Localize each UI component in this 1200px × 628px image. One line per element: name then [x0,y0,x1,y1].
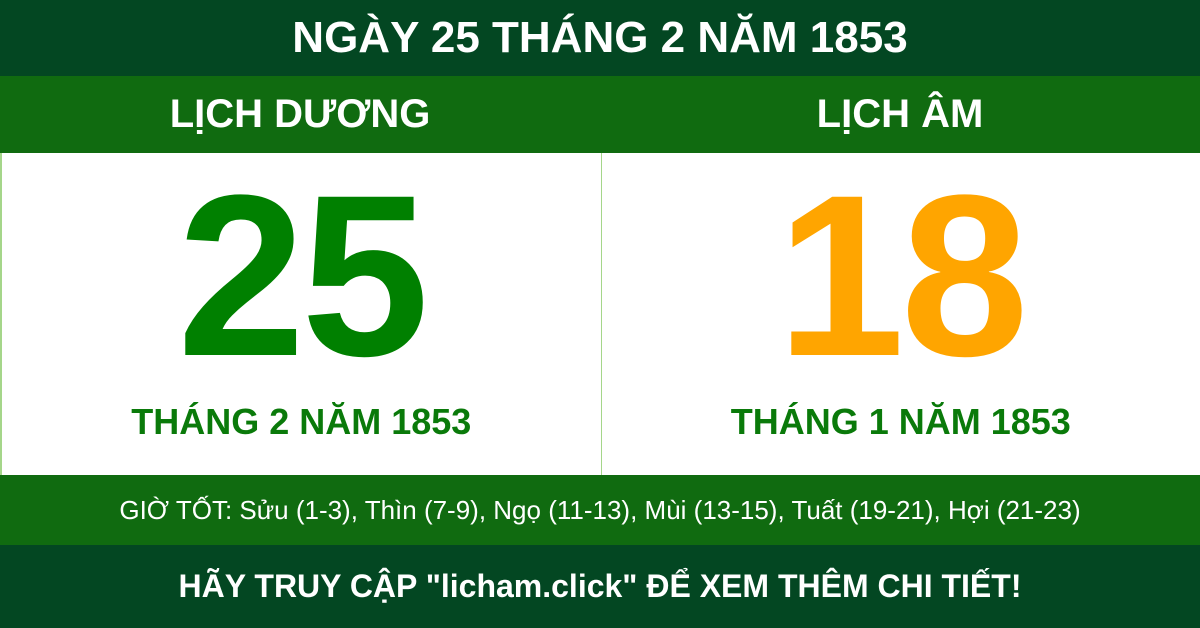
good-hours: GIỜ TỐT: Sửu (1-3), Thìn (7-9), Ngọ (11-… [0,475,1200,545]
lunar-calendar-label: LỊCH ÂM [816,92,984,136]
calendar-headers: LỊCH DƯƠNG LỊCH ÂM [0,76,1200,153]
solar-day: 25 [177,147,429,404]
calendar-body: 25 THÁNG 2 NĂM 1853 18 THÁNG 1 NĂM 1853 [0,153,1200,475]
lunar-month-year: THÁNG 1 NĂM 1853 [730,401,1071,442]
lunar-column: 18 THÁNG 1 NĂM 1853 [600,147,1200,475]
solar-month-year: THÁNG 2 NĂM 1853 [131,401,472,442]
page-title: NGÀY 25 THÁNG 2 NĂM 1853 [0,0,1200,76]
lunar-day: 18 [776,147,1029,404]
footer-cta: HÃY TRUY CẬP "licham.click" ĐỂ XEM THÊM … [0,545,1200,628]
solar-calendar-label: LỊCH DƯƠNG [169,92,431,136]
solar-column: 25 THÁNG 2 NĂM 1853 [2,153,601,475]
